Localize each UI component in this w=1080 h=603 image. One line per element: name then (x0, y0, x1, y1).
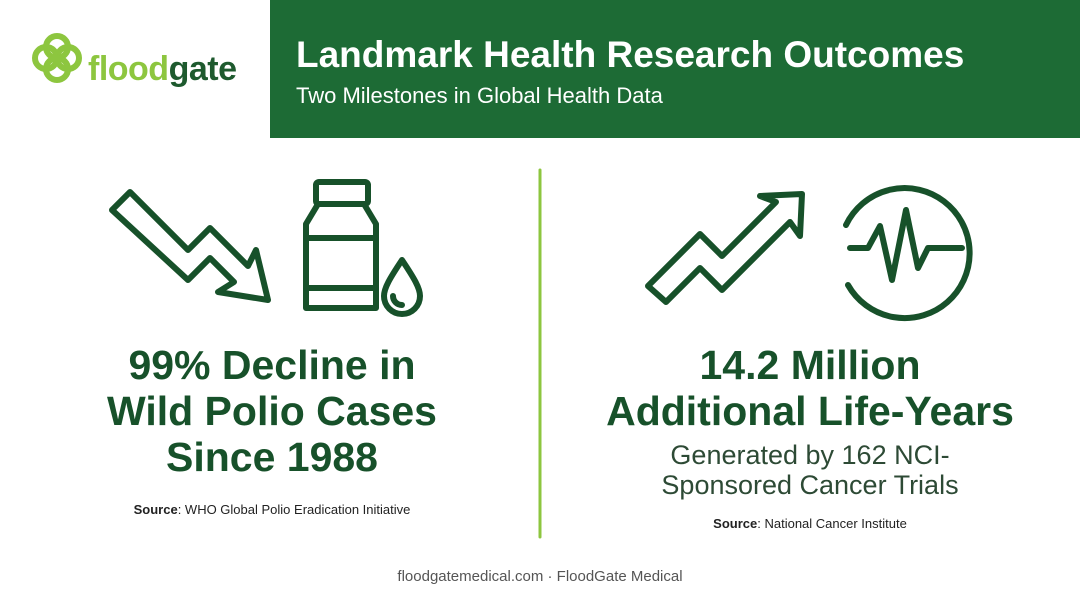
headline: 14.2 Million (699, 342, 921, 388)
headline: Additional Life-Years (606, 388, 1014, 434)
title: Landmark Health Research Outcomes (296, 34, 965, 75)
source: Source: National Cancer Institute (570, 516, 1050, 531)
logo-icon (32, 33, 82, 83)
source-text: : National Cancer Institute (757, 516, 907, 531)
pulse-icon (843, 185, 973, 322)
bottle-icon (303, 179, 379, 311)
source-label: Source (133, 502, 178, 517)
right-panel: 14.2 Million Additional Life-Years Gener… (570, 342, 1050, 531)
brand-part: gate (168, 50, 237, 88)
source: Source: WHO Global Polio Eradication Ini… (32, 502, 512, 517)
footer: floodgatemedical.com · FloodGate Medical (397, 568, 683, 585)
drop-icon (381, 257, 423, 317)
source-text: : WHO Global Polio Eradication Initiativ… (177, 502, 411, 517)
brand: floodgate (88, 50, 237, 89)
source-label: Source (713, 516, 758, 531)
subtext: Sponsored Cancer Trials (661, 470, 959, 500)
headline: Since 1988 (166, 434, 378, 480)
header-band (270, 0, 1080, 138)
headline: 99% Decline in (128, 342, 416, 388)
down-arrow-icon (109, 189, 271, 303)
left-panel: 99% Decline in Wild Polio Cases Since 19… (32, 342, 512, 517)
subtext: Generated by 162 NCI- (670, 440, 950, 470)
up-arrow-icon (645, 191, 805, 305)
subtitle: Two Milestones in Global Health Data (296, 83, 663, 108)
brand-part: flood (88, 50, 169, 88)
headline: Wild Polio Cases (107, 388, 437, 434)
